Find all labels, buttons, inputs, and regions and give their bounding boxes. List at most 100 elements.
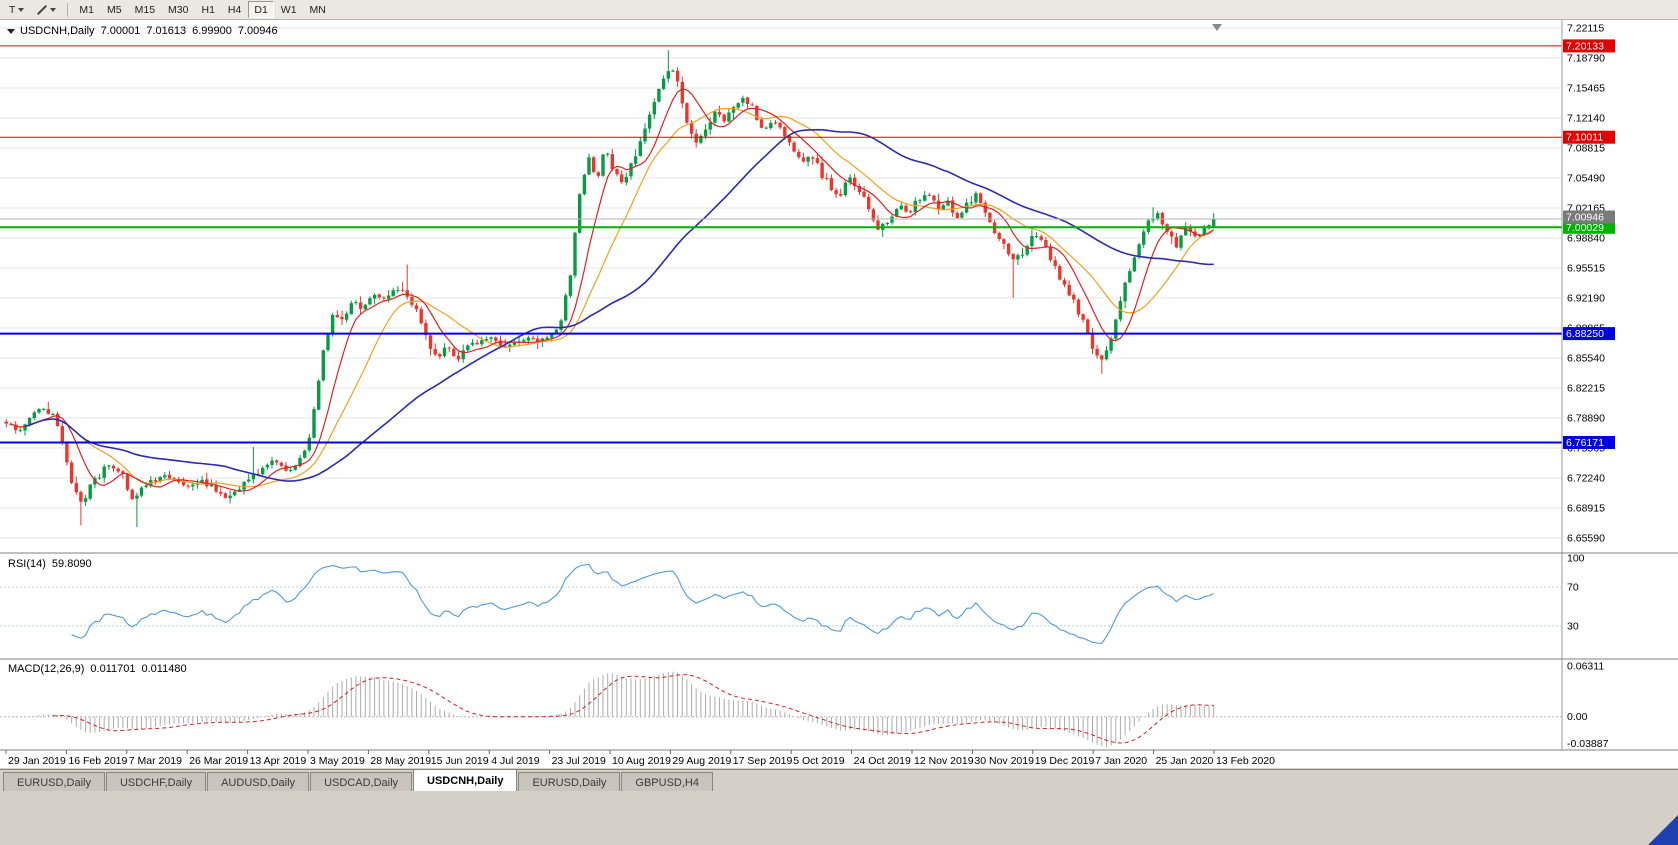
candles (4, 50, 1216, 528)
date-label: 29 Jan 2019 (8, 755, 66, 767)
date-label: 24 Oct 2019 (854, 755, 911, 767)
ma-slow-line (24, 128, 1214, 482)
panel-separators[interactable] (0, 552, 1678, 751)
shift-marker-icon[interactable] (1212, 24, 1222, 31)
rsi-indicator-name: RSI(14) (8, 558, 46, 570)
svg-text:7.00946: 7.00946 (1566, 212, 1604, 224)
timeframe-w1-button[interactable]: W1 (280, 3, 297, 16)
rsi-panel: 100 70 30 (0, 553, 1585, 644)
macd-indicator-value1: 0.011701 (90, 663, 136, 675)
macd-indicator-name: MACD(12,26,9) (8, 663, 85, 675)
date-label: 10 Aug 2019 (612, 755, 671, 767)
rsi-scale-label: 70 (1567, 582, 1579, 594)
chart-tab-5-eurusd-daily[interactable]: EURUSD,Daily (518, 772, 621, 791)
price-gridlines (0, 27, 1562, 539)
date-label: 25 Jan 2020 (1156, 755, 1214, 767)
date-label: 23 Jul 2019 (552, 755, 606, 767)
chart-tab-1-usdchf-daily[interactable]: USDCHF,Daily (105, 772, 207, 791)
svg-text:6.88250: 6.88250 (1566, 328, 1604, 340)
chart-tab-6-gbpusd-h4[interactable]: GBPUSD,H4 (621, 772, 713, 791)
ma-fast-line (10, 88, 1215, 493)
date-label: 26 Mar 2019 (189, 755, 248, 767)
chart-title-line: USDCNH,Daily 7.00001 7.01613 6.99900 7.0… (7, 25, 278, 37)
price-tick-label: 7.22115 (1567, 23, 1604, 35)
chart-canvas[interactable]: 7.22115 7.18790 7.15465 7.12140 7.08815 7.054… (0, 20, 1678, 768)
price-tick-label: 6.85540 (1567, 353, 1605, 365)
svg-text:7.20133: 7.20133 (1566, 40, 1604, 52)
date-label: 28 May 2019 (370, 755, 431, 767)
date-label: 17 Sep 2019 (733, 755, 793, 767)
price-tick-label: 7.15465 (1567, 83, 1605, 95)
macd-scale-label: 0.06311 (1567, 661, 1604, 673)
horizontal-levels[interactable] (0, 45, 1562, 444)
rsi-indicator-value: 59.8090 (51, 558, 92, 570)
date-label: 3 May 2019 (310, 755, 365, 767)
ohlc-low: 6.99900 (192, 25, 232, 37)
price-tick-label: 6.95515 (1567, 263, 1605, 275)
svg-text:7.00029: 7.00029 (1566, 222, 1604, 234)
macd-title-line: MACD(12,26,9) 0.011701 0.011480 (8, 663, 187, 675)
text-tool-button[interactable]: T (3, 1, 30, 18)
price-tick-label: 6.78890 (1567, 413, 1605, 425)
toolbar-separator (67, 2, 69, 17)
price-tick-label: 7.05490 (1567, 173, 1605, 185)
price-tick-label: 7.12140 (1567, 113, 1605, 125)
bottom-filler (0, 791, 1678, 845)
macd-indicator-value2: 0.011480 (141, 663, 187, 675)
timeframe-mn-button[interactable]: MN (309, 3, 326, 16)
price-tick-label: 6.92190 (1567, 293, 1605, 305)
svg-text:7.10011: 7.10011 (1566, 132, 1603, 144)
date-label: 19 Dec 2019 (1035, 755, 1095, 767)
ohlc-high: 7.01613 (146, 25, 187, 37)
chart-tab-4-usdcnh-daily[interactable]: USDCNH,Daily (413, 769, 518, 791)
timeframe-m30-button[interactable]: M30 (168, 3, 189, 16)
chart-tab-0-eurusd-daily[interactable]: EURUSD,Daily (3, 772, 105, 791)
chart-tabs-bar: EURUSD,Daily USDCHF,Daily AUDUSD,Daily USDC… (0, 769, 1678, 791)
rsi-title-line: RSI(14) 59.8090 (8, 558, 92, 570)
timeframe-m15-button[interactable]: M15 (134, 3, 156, 16)
text-tool-label: T (9, 3, 16, 16)
current-price-badge (1563, 210, 1615, 224)
draw-tool-icon (37, 5, 47, 15)
price-tick-label: 6.82215 (1567, 383, 1605, 395)
date-label: 12 Nov 2019 (914, 755, 974, 767)
date-label: 7 Jan 2020 (1095, 755, 1147, 767)
price-tick-label: 7.18790 (1567, 53, 1605, 65)
chart-tab-2-audusd-daily[interactable]: AUDUSD,Daily (207, 772, 310, 791)
date-label: 4 Jul 2019 (491, 755, 540, 767)
macd-panel: 0.06311 0.00 -0.03887 (0, 661, 1609, 750)
price-tick-label: 6.68915 (1567, 503, 1605, 515)
macd-scale-label: -0.03887 (1567, 738, 1609, 750)
date-label: 15 Jun 2019 (431, 755, 489, 767)
price-tick-label: 6.72240 (1567, 473, 1605, 485)
chart-window: 7.22115 7.18790 7.15465 7.12140 7.08815 7.054… (0, 20, 1678, 768)
date-label: 13 Apr 2019 (250, 755, 307, 767)
date-label: 13 Feb 2020 (1216, 755, 1275, 767)
rsi-scale-label: 30 (1567, 620, 1579, 632)
date-label: 5 Oct 2019 (793, 755, 845, 767)
symbol-dropdown-icon[interactable] (7, 28, 15, 34)
draw-tool-button[interactable] (31, 1, 62, 18)
macd-scale-label: 0.00 (1567, 711, 1588, 723)
date-axis[interactable]: 29 Jan 2019 16 Feb 2019 7 Mar 2019 26 Mar 2… (5, 750, 1275, 767)
price-tick-label: 6.65590 (1567, 533, 1605, 545)
timeframe-h4-button[interactable]: H4 (227, 3, 242, 16)
date-label: 29 Aug 2019 (672, 755, 731, 767)
svg-text:6.76171: 6.76171 (1566, 437, 1604, 449)
date-label: 16 Feb 2019 (68, 755, 127, 767)
dropdown-caret-icon (18, 7, 25, 12)
price-tick-label: 7.08815 (1567, 143, 1605, 155)
price-scale[interactable]: 7.22115 7.18790 7.15465 7.12140 7.08815 7.054… (1561, 20, 1605, 750)
rsi-scale-label: 100 (1567, 553, 1585, 565)
timeframe-buttons: M1 M5 M15 M30 H1 H4 D1 W1 MN (73, 1, 331, 18)
corner-triangle (1648, 815, 1678, 845)
timeframe-d1-button[interactable]: D1 (248, 1, 274, 18)
top-toolbar: T M1 M5 M15 M30 H1 H4 D1 W1 MN (0, 0, 1678, 20)
date-label: 7 Mar 2019 (129, 755, 182, 767)
ohlc-open: 7.00001 (100, 25, 141, 37)
date-label: 30 Nov 2019 (974, 755, 1034, 767)
timeframe-m5-button[interactable]: M5 (107, 3, 122, 16)
timeframe-m1-button[interactable]: M1 (79, 3, 95, 16)
timeframe-h1-button[interactable]: H1 (201, 3, 215, 16)
chart-tab-3-usdcad-daily[interactable]: USDCAD,Daily (310, 772, 413, 791)
